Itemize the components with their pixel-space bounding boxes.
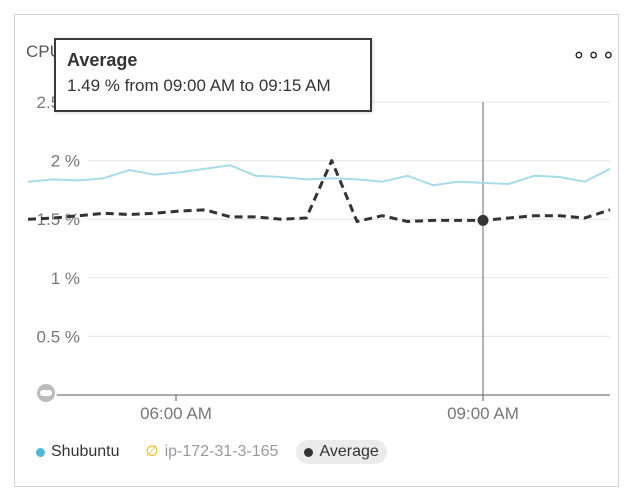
legend-label: ip-172-31-3-165 bbox=[164, 443, 279, 460]
legend-label: Average bbox=[319, 443, 379, 460]
series-line-shubuntu bbox=[27, 164, 611, 187]
tooltip-text: 1.49 % from 09:00 AM to 09:15 AM bbox=[67, 76, 331, 95]
legend-dot-icon bbox=[36, 447, 45, 457]
zoom-handle-grip bbox=[40, 390, 52, 396]
y-tick-label: 1.5 % bbox=[37, 210, 80, 229]
y-tick-label: 2 % bbox=[51, 152, 80, 171]
y-tick-label: 1 % bbox=[51, 269, 80, 288]
tooltip-title: Average bbox=[67, 50, 138, 70]
y-tick-label: 0.5 % bbox=[37, 327, 80, 346]
chart-legend: Shubuntu ∅ ip-172-31-3-165 Average bbox=[28, 440, 387, 464]
chart-tooltip: Average 1.49 % from 09:00 AM to 09:15 AM bbox=[54, 38, 372, 112]
x-tick-label: 09:00 AM bbox=[447, 404, 519, 423]
more-options-icon[interactable]: ∘∘∘ bbox=[572, 42, 617, 67]
disabled-circle-icon: ∅ bbox=[145, 443, 159, 460]
highlight-point bbox=[477, 214, 489, 226]
legend-dot-icon bbox=[304, 447, 314, 457]
x-tick-label: 06:00 AM bbox=[140, 404, 212, 423]
legend-item-shubuntu[interactable]: Shubuntu bbox=[28, 440, 128, 464]
legend-item-ip[interactable]: ∅ ip-172-31-3-165 bbox=[138, 440, 287, 464]
legend-label: Shubuntu bbox=[51, 443, 120, 460]
series-line-average bbox=[27, 159, 611, 223]
legend-item-average[interactable]: Average bbox=[296, 440, 387, 464]
